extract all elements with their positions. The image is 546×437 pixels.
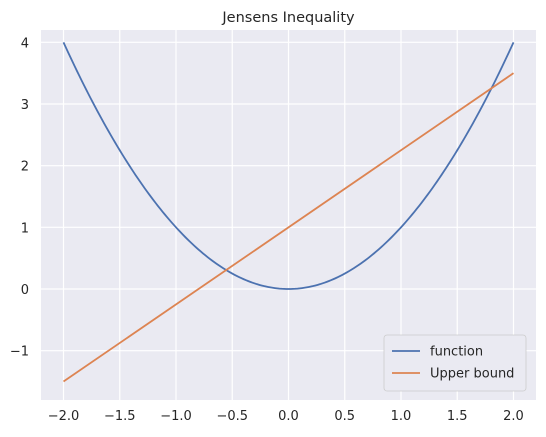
y-tick-label: 4 — [21, 36, 29, 51]
legend-label: function — [430, 345, 483, 360]
series-line-function — [62, 41, 515, 290]
series-line-upper-bound — [62, 72, 515, 383]
legend-label: Upper bound — [430, 367, 514, 382]
x-tick-label: −0.5 — [216, 409, 248, 424]
y-tick-label: 2 — [21, 160, 29, 175]
chart-title: Jensens Inequality — [221, 10, 355, 26]
y-tick-label: 3 — [21, 98, 29, 113]
x-tick-label: 1.0 — [391, 409, 412, 424]
tick-labels: −2.0 −1.5 −1.0 −0.5 0.0 0.5 1.0 1.5 2.0 −1 0 1 2 3 4 — [10, 36, 524, 424]
x-tick-label: 0.5 — [334, 409, 355, 424]
x-tick-label: 0.0 — [278, 409, 299, 424]
legend-box — [383, 334, 527, 392]
legend: function Upper bound — [383, 334, 527, 392]
x-tick-label: −1.0 — [160, 409, 192, 424]
y-tick-label: 1 — [21, 221, 29, 236]
x-tick-label: 1.5 — [447, 409, 468, 424]
x-tick-label: −1.5 — [104, 409, 136, 424]
series-layer — [62, 41, 515, 383]
y-tick-label: −1 — [10, 345, 29, 360]
x-tick-label: −2.0 — [48, 409, 80, 424]
x-tick-label: 2.0 — [503, 409, 524, 424]
y-tick-label: 0 — [21, 283, 29, 298]
